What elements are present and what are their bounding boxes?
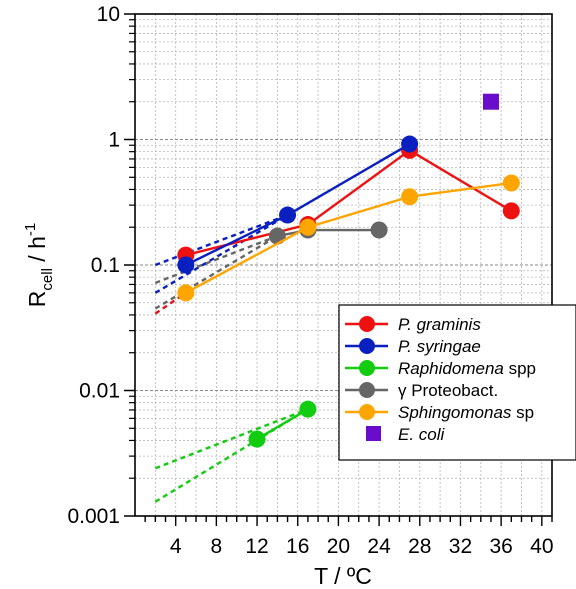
legend-label: Raphidomena spp	[398, 359, 536, 378]
data-point-square	[482, 93, 499, 110]
x-tick-label: 4	[170, 535, 182, 558]
series-line	[256, 408, 309, 441]
extrapolation-line	[154, 234, 278, 285]
extrapolation-line	[154, 235, 279, 310]
legend-label-italic: E. coli	[398, 425, 446, 444]
y-axis-title: Rcell / h-1	[22, 223, 56, 307]
y-axis-title-unit: / h	[24, 236, 50, 268]
legend-label: E. coli	[398, 425, 446, 444]
data-point	[299, 400, 317, 418]
legend-label-plain: γ Proteobact.	[398, 381, 498, 400]
extrapolation-line	[154, 408, 309, 470]
extrapolation-line	[154, 213, 288, 267]
legend-label: P. syringae	[398, 337, 481, 356]
y-tick-label: 0.1	[91, 254, 120, 277]
x-axis-title: T / ºC	[314, 563, 372, 589]
legend-marker	[359, 404, 375, 420]
data-point	[502, 202, 520, 220]
x-tick-label: 28	[408, 535, 431, 558]
y-axis-title-main: R	[24, 291, 50, 308]
legend-marker	[359, 338, 375, 354]
data-point	[268, 227, 286, 245]
x-tick-labels: 4 8 12 16 20 24 28 32 36 40	[170, 535, 554, 558]
data-point	[248, 430, 266, 448]
data-series	[177, 93, 520, 448]
data-point	[177, 284, 195, 302]
data-point	[401, 135, 419, 153]
legend-label-italic: P. syringae	[398, 337, 481, 356]
legend-marker	[359, 316, 375, 332]
legend-label-italic: P. graminis	[398, 315, 481, 334]
legend-label: Sphingomonas sp	[398, 403, 534, 422]
legend-label-suffix: sp	[511, 403, 534, 422]
x-tick-label: 40	[530, 535, 553, 558]
y-axis-title-sub: cell	[39, 268, 56, 291]
y-tick-label: 0.001	[67, 505, 120, 528]
x-tick-label: 32	[449, 535, 472, 558]
x-tick-label: 8	[211, 535, 223, 558]
legend-label-italic: Raphidomena	[398, 359, 504, 378]
y-tick-label: 0.01	[79, 380, 120, 403]
data-point	[401, 188, 419, 206]
legend-label: P. graminis	[398, 315, 481, 334]
x-tick-label: 16	[286, 535, 309, 558]
legend-label-italic: Sphingomonas	[398, 403, 512, 422]
data-point	[370, 221, 388, 239]
legend-label: γ Proteobact.	[398, 381, 498, 400]
series-line	[185, 181, 512, 294]
y-tick-label: 1	[108, 129, 120, 152]
data-point	[299, 218, 317, 236]
x-tick-label: 36	[489, 535, 512, 558]
legend-marker	[359, 360, 375, 376]
data-point	[177, 256, 195, 274]
y-tick-labels: 0.001 0.01 0.1 1 10	[67, 3, 120, 528]
data-point	[502, 174, 520, 192]
x-tick-label: 20	[327, 535, 350, 558]
y-tick-label: 10	[97, 3, 120, 26]
legend-label-suffix: spp	[504, 359, 536, 378]
extrapolation-line	[154, 214, 289, 294]
data-point	[279, 206, 297, 224]
x-tick-label: 24	[367, 535, 391, 558]
axis-ticks	[124, 13, 553, 526]
x-tick-label: 12	[245, 535, 268, 558]
legend-marker	[359, 382, 375, 398]
series-line	[185, 148, 512, 257]
legend: P. graminis P. syringae Raphidomena spp γ P…	[338, 304, 576, 461]
y-axis-title-sup: -1	[22, 223, 39, 236]
legend-marker-square	[366, 426, 381, 441]
